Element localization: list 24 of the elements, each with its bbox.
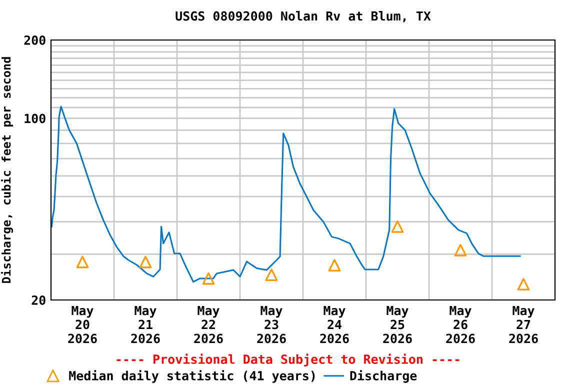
legend-label: Median daily statistic (41 years) <box>69 370 315 383</box>
y-axis-title: Discharge, cubic feet per second <box>0 57 13 283</box>
x-tick-label: May 22 2026 <box>194 306 223 344</box>
x-tick-label: May 24 2026 <box>320 306 349 344</box>
y-tick-label: 200 <box>24 35 46 45</box>
point <box>265 268 278 282</box>
text: ---- Provisional Data Subject to Revision ---- <box>116 354 460 366</box>
point <box>517 278 530 290</box>
x-tick-label: May 25 2026 <box>383 306 412 344</box>
point <box>202 272 215 285</box>
x-tick-label: May 20 2026 <box>68 306 97 344</box>
x-tick-label: May 27 2026 <box>509 306 538 344</box>
chart-title: USGS 08092000 Nolan Rv at Blum, TX <box>176 11 431 22</box>
point <box>139 256 152 268</box>
point <box>391 220 404 233</box>
y-tick-label: 20 <box>32 295 46 305</box>
legend-label: Discharge <box>350 370 417 383</box>
point <box>328 259 341 272</box>
point <box>76 256 89 268</box>
point <box>454 244 467 256</box>
x-tick-label: May 26 2026 <box>446 306 475 344</box>
x-tick-label: May 23 2026 <box>257 306 286 344</box>
x-tick-label: May 21 2026 <box>131 306 160 344</box>
y-tick-label: 100 <box>24 114 46 124</box>
